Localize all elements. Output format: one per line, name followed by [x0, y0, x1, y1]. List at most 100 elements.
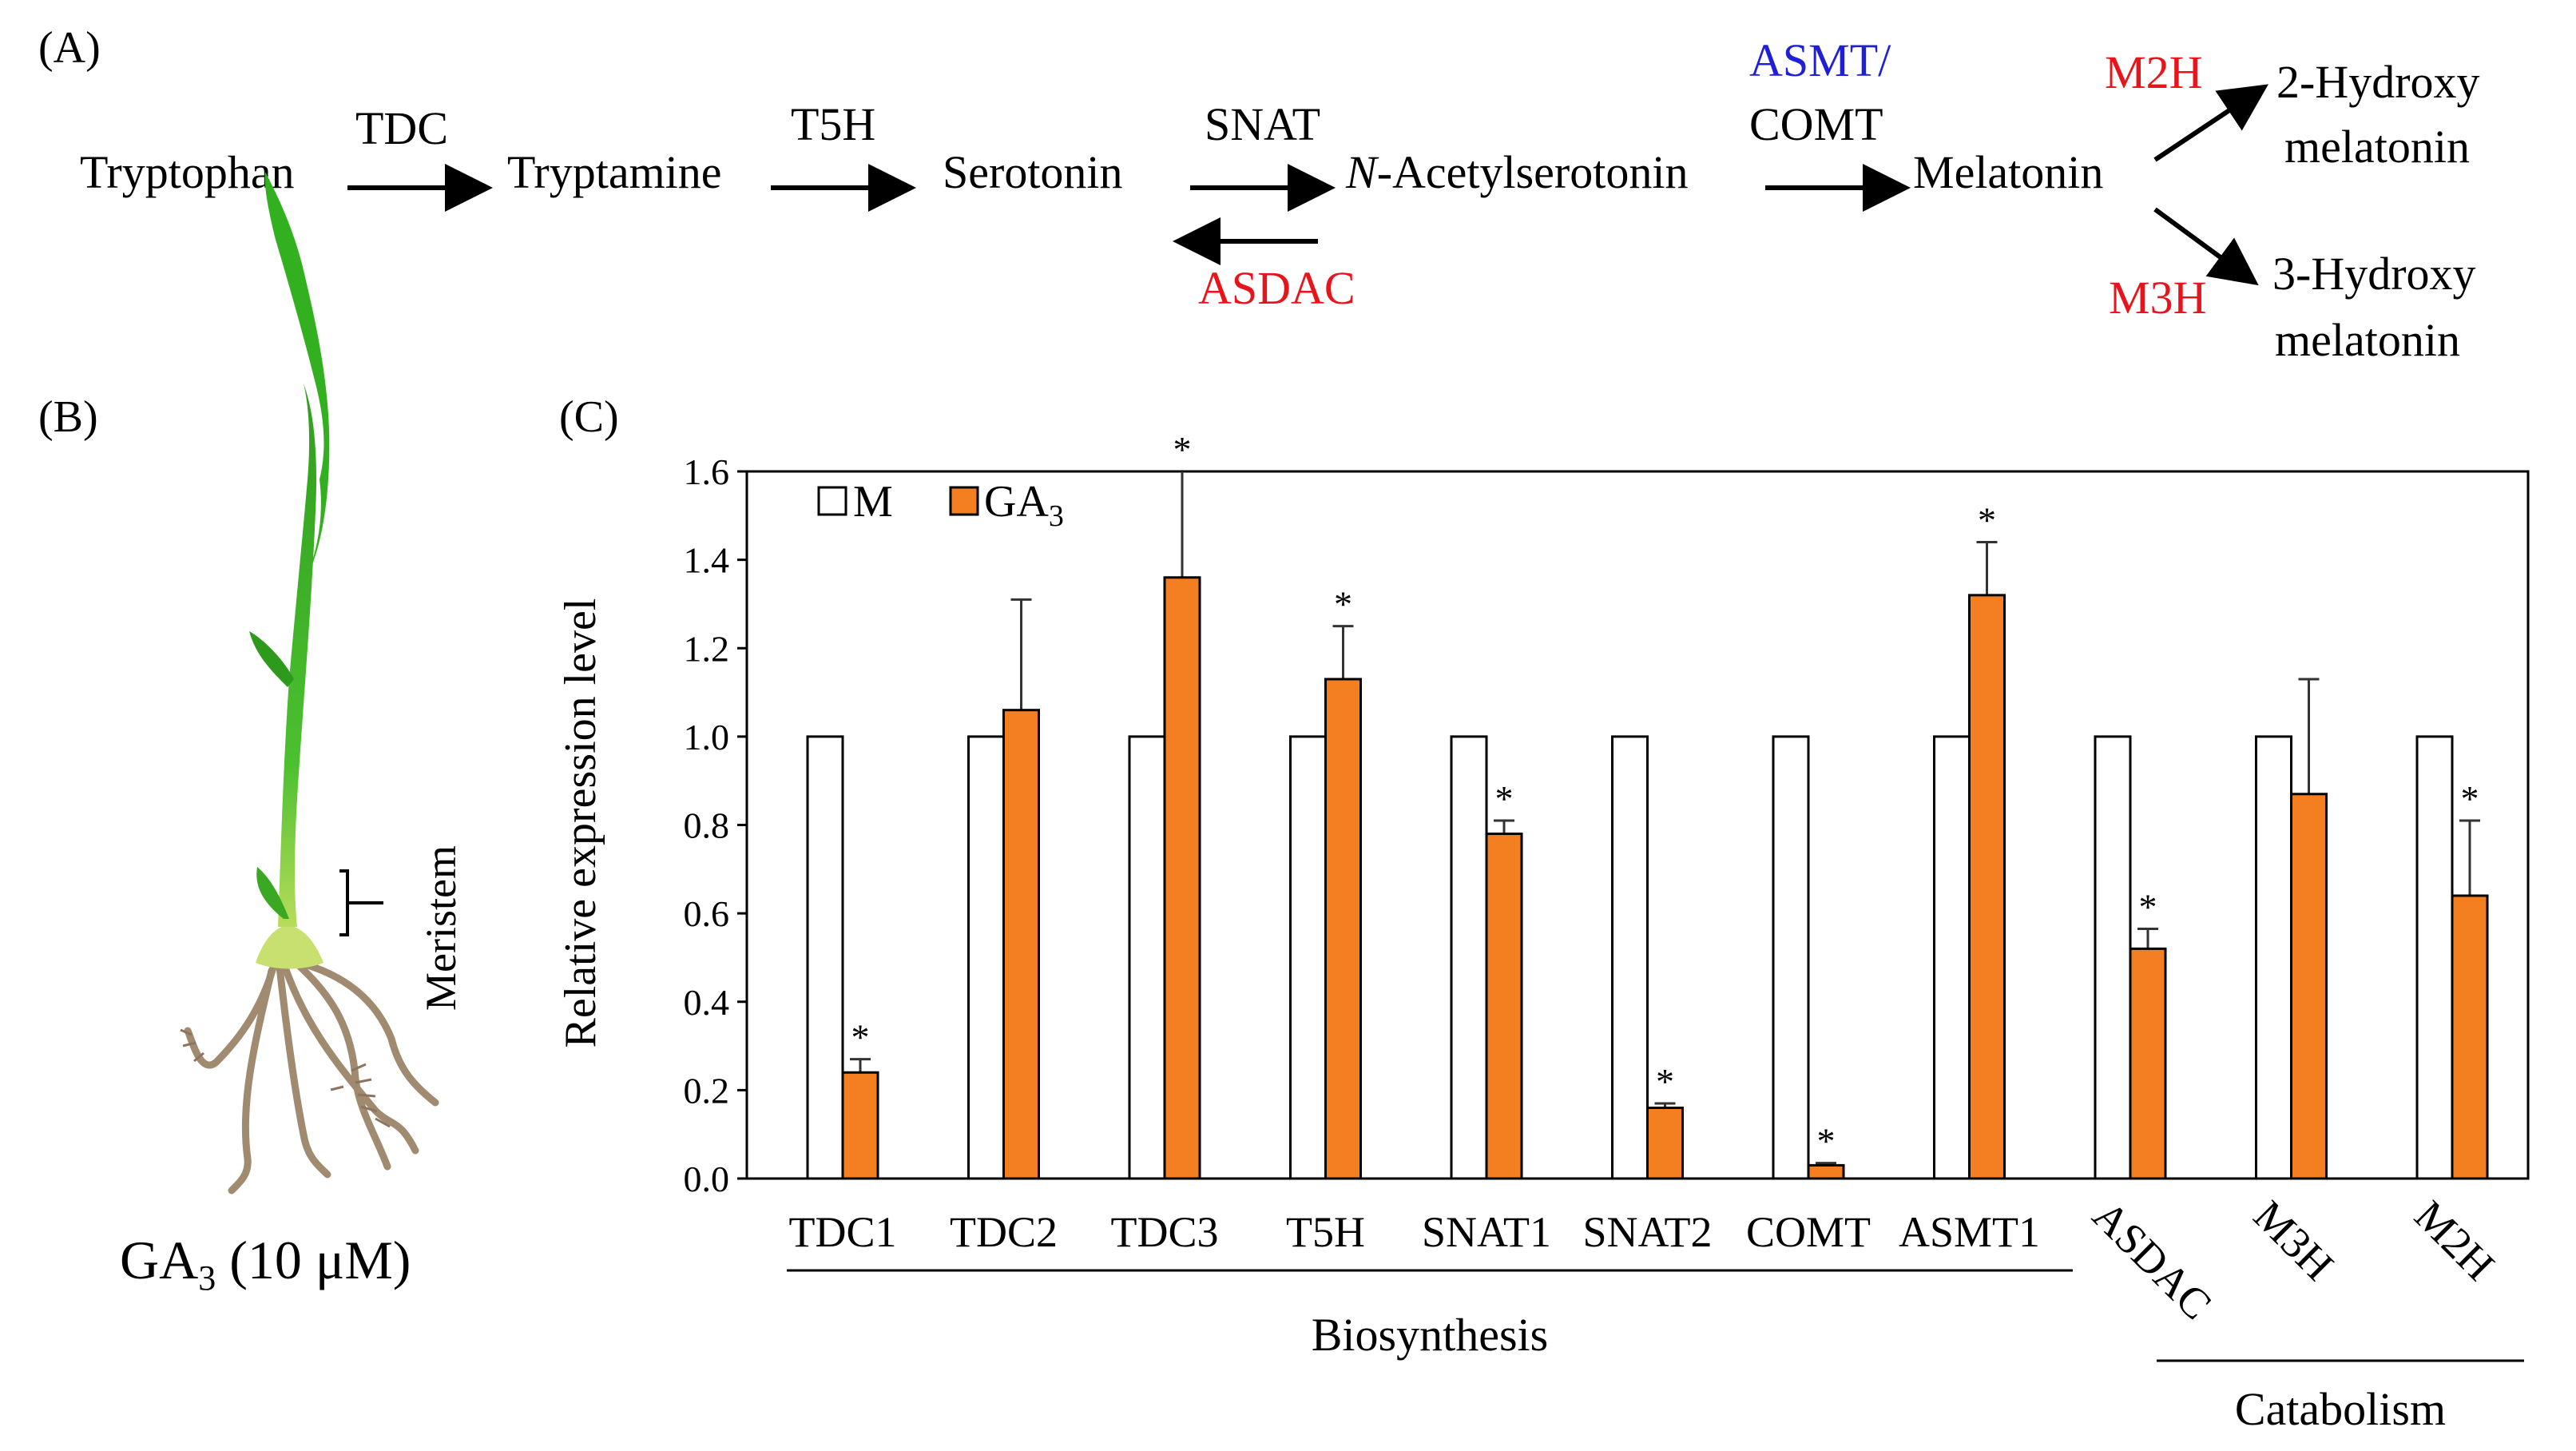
bar-ga3-snat1 — [1485, 833, 1523, 1180]
x-label-t5h: T5H — [1286, 1208, 1365, 1256]
y-tick-label: 1.4 — [684, 540, 730, 581]
bar-ga3-m2h — [2451, 894, 2489, 1180]
leaf-upper-icon — [264, 172, 330, 575]
panel-label-a: (A) — [38, 23, 101, 73]
legend-ga-sub: 3 — [1049, 499, 1064, 533]
hydroxy2-line1: 2-Hydroxy — [2276, 56, 2480, 108]
x-label-comt: COMT — [1746, 1208, 1871, 1256]
bar-m-snat1 — [1450, 735, 1488, 1180]
significance-star-t5h: * — [1334, 584, 1352, 625]
n-prefix: N — [1345, 146, 1379, 198]
significance-star-m2h: * — [2461, 778, 2479, 819]
legend-swatch-m — [817, 486, 847, 516]
legend-ga-prefix: GA — [984, 477, 1049, 527]
y-tick-label: 1.6 — [684, 451, 730, 492]
bar-m-asmt1 — [1933, 735, 1971, 1180]
bar-m-asdac — [2094, 735, 2132, 1180]
bar-ga3-m3h — [2290, 793, 2328, 1180]
y-tick-label: 1.0 — [684, 717, 730, 757]
collar-icon — [256, 925, 323, 969]
bar-m-snat2 — [1611, 735, 1649, 1180]
y-tick-label: 0.2 — [684, 1070, 730, 1111]
significance-star-tdc3: * — [1173, 429, 1192, 470]
seedling-illustration: Meristem GA3 (10 μM) — [120, 172, 465, 1298]
bar-m-m3h — [2255, 735, 2292, 1180]
root-hairs-icon — [180, 1028, 391, 1128]
hydroxy3-line2: melatonin — [2275, 314, 2460, 366]
bar-ga3-t5h — [1324, 678, 1362, 1180]
enzyme-m3h: M3H — [2109, 272, 2206, 324]
legend: M GA3 — [817, 477, 1064, 533]
y-tick-label: 1.2 — [684, 628, 730, 669]
compound-n-acetylserotonin: N-Acetylserotonin — [1345, 146, 1688, 198]
y-axis-ticks: 0.0 0.2 0.4 0.6 0.8 1.0 1.2 1.4 1.6 — [684, 451, 747, 1199]
panel-label-c: (C) — [559, 392, 619, 442]
arrow-m3h — [2153, 207, 2259, 286]
bar-series: * * * * * * * * * — [806, 429, 2489, 1180]
bar-ga3-tdc1 — [841, 1071, 879, 1180]
y-tick-label: 0.0 — [684, 1159, 730, 1199]
x-label-snat2: SNAT2 — [1582, 1208, 1712, 1256]
pathway-diagram: Tryptophan TDC Tryptamine T5H Serotonin … — [80, 34, 2480, 366]
significance-star-tdc1: * — [851, 1017, 870, 1058]
arrow-m2h — [2153, 84, 2268, 162]
significance-star-snat2: * — [1656, 1061, 1674, 1102]
enzyme-asmt: ASMT/ — [1749, 34, 1891, 86]
compound-melatonin: Melatonin — [1913, 146, 2103, 198]
x-label-m2h: M2H — [2406, 1191, 2504, 1290]
x-label-tdc1: TDC1 — [789, 1208, 897, 1256]
bar-m-tdc1 — [806, 735, 844, 1180]
enzyme-tdc: TDC — [355, 102, 448, 154]
y-tick-label: 0.6 — [684, 893, 730, 934]
bar-m-m2h — [2415, 735, 2454, 1180]
roots-icon — [184, 955, 439, 1195]
stem-icon — [278, 384, 317, 927]
significance-star-snat1: * — [1495, 778, 1514, 819]
x-label-asdac: ASDAC — [2084, 1191, 2221, 1329]
meristem-bracket — [339, 869, 349, 936]
leaf-base-icon — [256, 867, 289, 919]
enzyme-asdac: ASDAC — [1198, 262, 1355, 314]
legend-swatch-ga3 — [949, 486, 979, 516]
treatment-suffix: (10 μM) — [216, 1230, 411, 1290]
bar-m-comt — [1772, 735, 1810, 1180]
legend-label-m: M — [853, 477, 893, 527]
bar-m-tdc2 — [967, 735, 1005, 1180]
x-label-asmt1: ASMT1 — [1899, 1208, 2040, 1256]
x-label-tdc3: TDC3 — [1111, 1208, 1219, 1256]
treatment-sub: 3 — [198, 1258, 216, 1298]
group-label-catabolism: Catabolism — [2235, 1383, 2446, 1435]
enzyme-t5h: T5H — [791, 98, 875, 150]
compound-serotonin: Serotonin — [943, 146, 1123, 198]
compound-tryptophan: Tryptophan — [80, 146, 295, 198]
bar-m-t5h — [1289, 735, 1327, 1180]
panel-label-b: (B) — [38, 392, 98, 442]
bar-ga3-tdc3 — [1163, 576, 1201, 1180]
expression-bar-chart: Relative expression level 0.00.20.40.60.… — [556, 429, 2530, 1435]
meristem-label: Meristem — [417, 845, 465, 1011]
x-axis-labels: TDC1 TDC2 TDC3 T5H SNAT1 SNAT2 COMT ASMT1 ASDAC M… — [789, 1191, 2504, 1329]
hydroxy2-line2: melatonin — [2284, 121, 2470, 173]
x-label-tdc2: TDC2 — [950, 1208, 1058, 1256]
significance-star-asdac: * — [2139, 886, 2157, 927]
y-axis-label: Relative expression level — [556, 598, 605, 1048]
leaf-small-icon — [249, 631, 294, 687]
x-label-m3h: M3H — [2245, 1191, 2343, 1290]
y-tick-label: 0.4 — [684, 982, 730, 1023]
x-label-snat1: SNAT1 — [1422, 1208, 1551, 1256]
bar-ga3-comt — [1807, 1163, 1845, 1180]
y-tick-label: 0.8 — [684, 805, 730, 846]
significance-star-asmt1: * — [1978, 500, 1996, 541]
bar-ga3-tdc2 — [1002, 709, 1040, 1180]
compound-tryptamine: Tryptamine — [507, 146, 722, 198]
bar-ga3-asmt1 — [1968, 594, 2006, 1180]
bar-ga3-asdac — [2129, 947, 2167, 1180]
hydroxy3-line1: 3-Hydroxy — [2272, 248, 2476, 300]
enzyme-m2h: M2H — [2105, 46, 2202, 98]
enzyme-snat: SNAT — [1205, 98, 1320, 150]
group-label-biosynthesis: Biosynthesis — [1312, 1309, 1549, 1361]
bar-ga3-snat2 — [1646, 1107, 1684, 1180]
significance-star-comt: * — [1817, 1121, 1836, 1162]
treatment-prefix: GA — [120, 1230, 198, 1290]
